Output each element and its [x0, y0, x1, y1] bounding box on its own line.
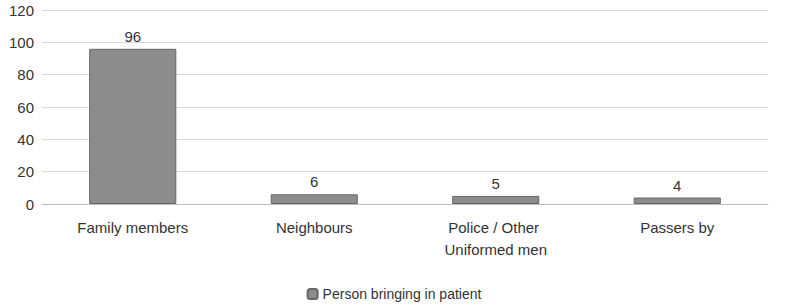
svg-text:96: 96: [124, 28, 141, 45]
svg-text:80: 80: [17, 66, 34, 83]
svg-text:60: 60: [17, 99, 34, 116]
svg-text:Person bringing in patient: Person bringing in patient: [323, 286, 482, 302]
svg-text:Police / Other: Police / Other: [448, 219, 543, 236]
svg-text:Neighbours: Neighbours: [276, 219, 353, 236]
svg-text:Uniformed men: Uniformed men: [444, 241, 547, 258]
svg-text:Family members: Family members: [77, 219, 188, 236]
svg-text:Passers by: Passers by: [640, 219, 715, 236]
svg-text:20: 20: [17, 163, 34, 180]
svg-text:4: 4: [673, 177, 681, 194]
svg-text:6: 6: [310, 173, 318, 190]
svg-text:0: 0: [26, 196, 34, 213]
svg-text:5: 5: [492, 175, 500, 192]
svg-text:40: 40: [17, 131, 34, 148]
svg-text:100: 100: [9, 34, 34, 51]
svg-text:120: 120: [9, 2, 34, 19]
